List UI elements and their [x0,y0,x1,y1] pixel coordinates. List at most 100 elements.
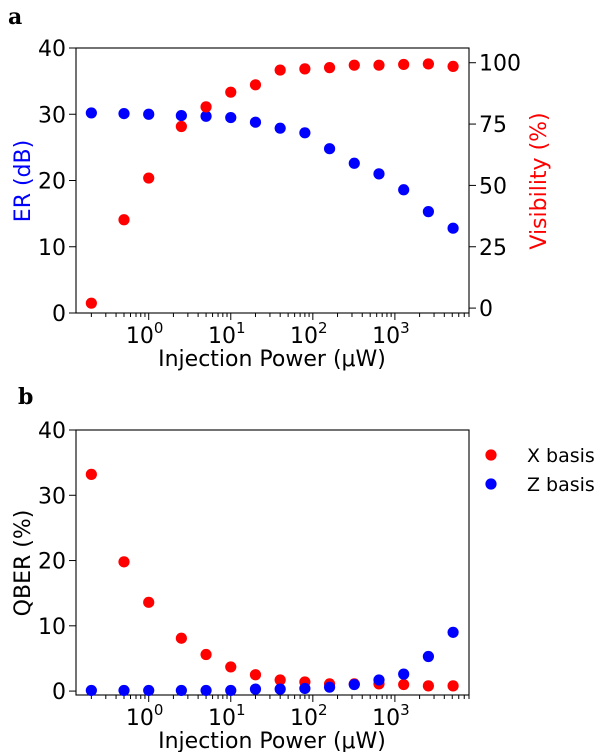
panel-b-x-tick-label: 101 [208,701,246,731]
panel-b-plot-frame [75,429,470,696]
panel-a-visibility-point [422,58,434,70]
panel-a-visibility-point [447,60,459,73]
panel-a-er-point [249,116,262,128]
panel-a-visibility-point [398,58,410,71]
panel-a-visibility-point [85,297,97,309]
panel-b-x-basis-point [85,468,97,480]
panel-b-z-basis-point [447,626,459,638]
panel-a-er-point [398,184,410,196]
panel-a-visibility-point [348,59,360,71]
panel-a-visibility-point [323,62,336,74]
panel-a-visibility-point [373,59,385,71]
panel-b-x-basis-point [422,680,434,692]
panel-a-left-tick-label: 20 [38,170,66,195]
panel-a-er-point [447,222,459,234]
panel-b-z-basis-point [398,668,410,680]
panel-a-left-tick-label: 40 [38,37,66,62]
panel-b-x-basis-point [249,669,262,681]
panel-a-right-tick-label: 75 [479,113,507,138]
panel-b-y-tick-label: 40 [38,419,66,444]
legend-label: X basis [527,445,595,467]
panel-b-x-basis-point [200,648,212,661]
panel-b-x-basis-point [274,674,286,686]
panel-a-visibility-point [143,172,155,184]
panel-a-x-axis-ticks: 100 101 102 103 [90,313,470,349]
panel-b-z-basis-point [274,683,286,695]
panel-b-x-basis-point [175,632,187,644]
panel-b: b 0 10 20 30 40 100 101 102 103 QBER (%) Inject… [11,384,595,752]
panel-a-visibility-point [200,101,212,113]
panel-a-visibility-point [299,63,311,75]
panel-a-er-point [348,157,360,169]
panel-b-letter: b [18,384,33,410]
panel-b-z-basis-point [373,674,385,686]
panel-b-z-basis-point [422,650,434,663]
panel-a-visibility-point [175,120,187,133]
panel-b-y-tick-label: 30 [38,484,66,509]
panel-b-x-basis-point [447,680,459,692]
panel-b-x-basis-point [398,678,410,691]
panel-a-right-tick-label: 50 [479,174,507,199]
panel-a-visibility-point [118,214,130,226]
panel-a-x-tick-label: 103 [372,319,410,349]
panel-a: a 0 10 20 30 40 0 25 50 75 100 100 101 102 103 ER (… [8,4,552,372]
panel-a-x-tick-label: 102 [290,319,328,349]
panel-b-x-tick-label: 103 [372,701,410,731]
panel-a-er-point [373,168,385,180]
panel-a-er-point [143,108,155,120]
panel-b-z-basis-point [200,684,212,697]
panel-b-z-basis-point [249,683,262,695]
panel-b-x-basis-point [143,596,155,608]
panel-a-er-point [200,110,212,122]
panel-a-right-tick-label: 100 [479,52,521,77]
panel-b-z-basis-point [175,684,187,697]
legend-label: Z basis [527,474,595,496]
panel-b-x-basis-point [118,556,130,568]
panel-a-er-point [422,206,434,218]
panel-b-x-tick-label: 102 [290,701,328,731]
panel-b-y-tick-label: 10 [38,615,66,640]
legend-marker [485,449,497,461]
panel-a-er-point [299,127,311,139]
panel-a-x-tick-label: 100 [126,319,164,349]
panel-a-right-axis-ticks: 0 25 50 75 100 [469,52,521,322]
panel-b-x-tick-label: 100 [126,701,164,731]
panel-a-er-point [85,107,97,119]
panel-a-visibility-point [225,86,237,98]
panel-a-left-tick-label: 10 [38,236,66,261]
panel-a-left-axis-ticks: 0 10 20 30 40 [38,37,76,327]
panel-a-er-point [225,111,237,124]
panel-a-left-axis-title: ER (dB) [11,140,36,222]
panel-b-z-basis-point [143,684,155,697]
panel-a-right-tick-label: 25 [479,236,507,261]
panel-a-er-point [323,143,336,155]
panel-b-y-axis-title: QBER (%) [11,510,36,617]
panel-b-y-tick-label: 20 [38,550,66,575]
panel-b-z-basis-point [118,684,130,697]
panel-b-data-points [85,468,459,697]
panel-b-z-basis-point [85,684,97,697]
panel-a-plot-frame [75,47,470,314]
panel-a-er-point [274,122,286,134]
panel-a-left-tick-label: 30 [38,103,66,128]
panel-b-z-basis-point [348,678,360,691]
panel-b-x-basis-point [225,661,237,673]
panel-a-visibility-point [249,79,262,91]
panel-a-right-tick-label: 0 [479,297,493,322]
panel-a-x-axis-title: Injection Power (μW) [158,347,386,372]
panel-b-x-axis-ticks: 100 101 102 103 [90,695,470,731]
panel-b-z-basis-point [323,681,336,693]
panel-a-letter: a [8,4,22,30]
panel-b-z-basis-point [225,684,237,697]
panel-b-x-axis-title: Injection Power (μW) [158,729,386,752]
panel-b-y-tick-label: 0 [52,680,66,705]
panel-a-left-tick-label: 0 [52,302,66,327]
panel-a-er-point [175,109,187,122]
panel-a-right-axis-title: Visibility (%) [527,112,552,249]
panel-a-data-points [85,58,459,309]
legend-marker [485,478,497,490]
panel-a-visibility-point [274,64,286,76]
panel-b-y-axis-ticks: 0 10 20 30 40 [38,419,76,705]
panel-a-x-tick-label: 101 [208,319,246,349]
